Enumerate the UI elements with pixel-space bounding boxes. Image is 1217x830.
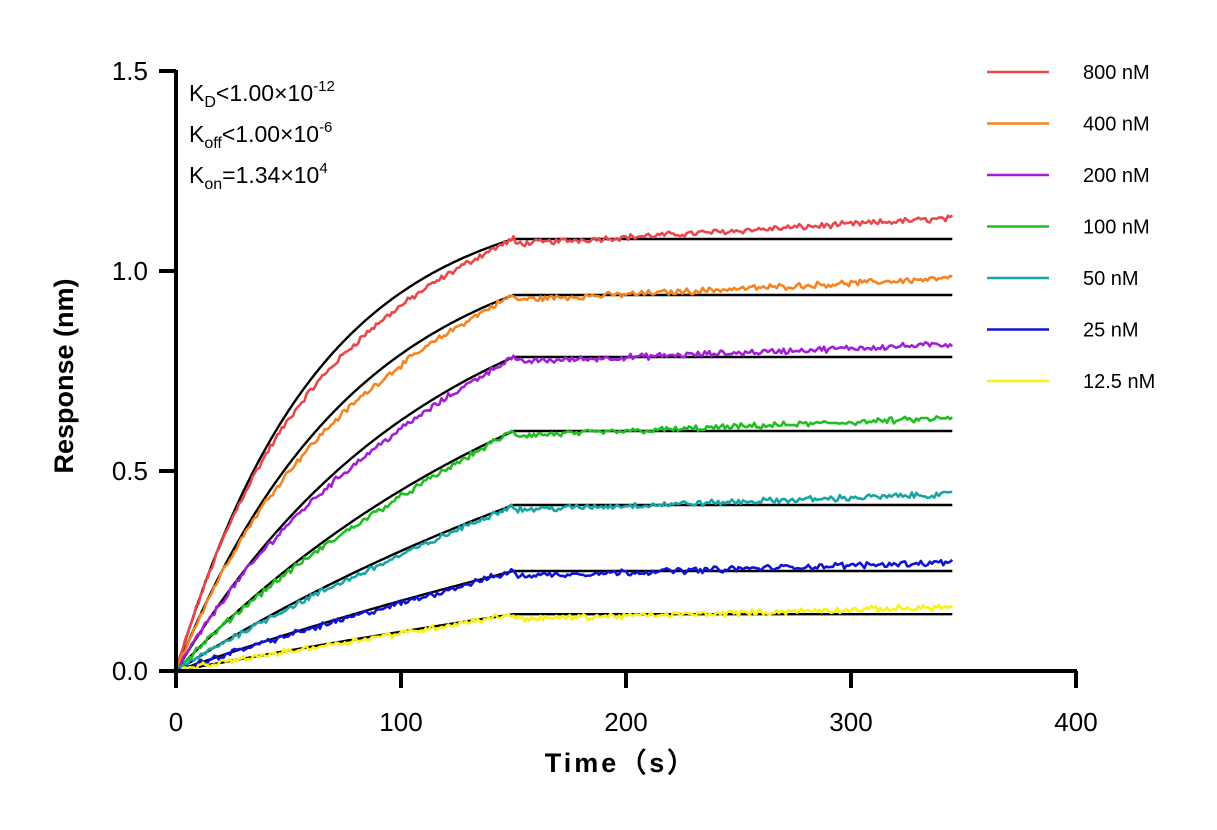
series-line-50-nM: [175, 490, 953, 673]
fit-curve: [175, 569, 953, 673]
legend-label: 800 nM: [1083, 62, 1150, 84]
series-line-25-nM: [175, 558, 954, 673]
legend-label: 12.5 nM: [1083, 371, 1155, 393]
legend-label: 200 nM: [1083, 165, 1150, 187]
legend-label: 50 nM: [1083, 268, 1139, 290]
series-line-100-nM: [174, 415, 954, 672]
series-line-12.5-nM: [176, 603, 954, 673]
legend-label: 400 nM: [1083, 114, 1150, 136]
legend-label: 25 nM: [1083, 320, 1139, 342]
y-axis-title: Response (nm): [49, 278, 79, 473]
series-line-200-nM: [174, 340, 954, 672]
fit-curve: [175, 613, 953, 673]
x-tick-label: 400: [1054, 707, 1097, 737]
legend: 800 nM 400 nM 200 nM 100 nM 50 nM 25 nM 12.5 n…: [987, 62, 1155, 393]
y-tick-label: 0.0: [112, 656, 148, 686]
x-tick-label: 300: [829, 707, 872, 737]
fit-curve: [175, 429, 953, 672]
kinetic-constant-D: KD<1.00×10-12: [189, 78, 335, 111]
fit-curve: [174, 293, 953, 672]
y-tick-label: 1.0: [112, 256, 148, 286]
legend-label: 100 nM: [1083, 217, 1150, 239]
x-tick-label: 0: [169, 707, 183, 737]
kinetic-constants: KD<1.00×10-12 Koff<1.00×10-6 Kon=1.34×104: [189, 78, 335, 193]
axes: [174, 70, 1077, 673]
kinetic-constant-on: Kon=1.34×104: [189, 160, 328, 193]
x-tick-label: 200: [604, 707, 647, 737]
fit-curve: [175, 503, 953, 673]
x-axis-title: Time（s）: [545, 748, 698, 778]
y-tick-label: 0.5: [112, 456, 148, 486]
data-curves: [174, 214, 954, 673]
y-tick-label: 1.5: [112, 56, 148, 86]
series-line-800-nM: [174, 214, 954, 672]
x-tick-label: 100: [379, 707, 422, 737]
ticks: 0 100 200 300 400 0.0 0.5 1.0 1.5: [112, 56, 1098, 737]
kinetic-constant-off: Koff<1.00×10-6: [189, 119, 332, 152]
series-line-400-nM: [174, 274, 953, 670]
